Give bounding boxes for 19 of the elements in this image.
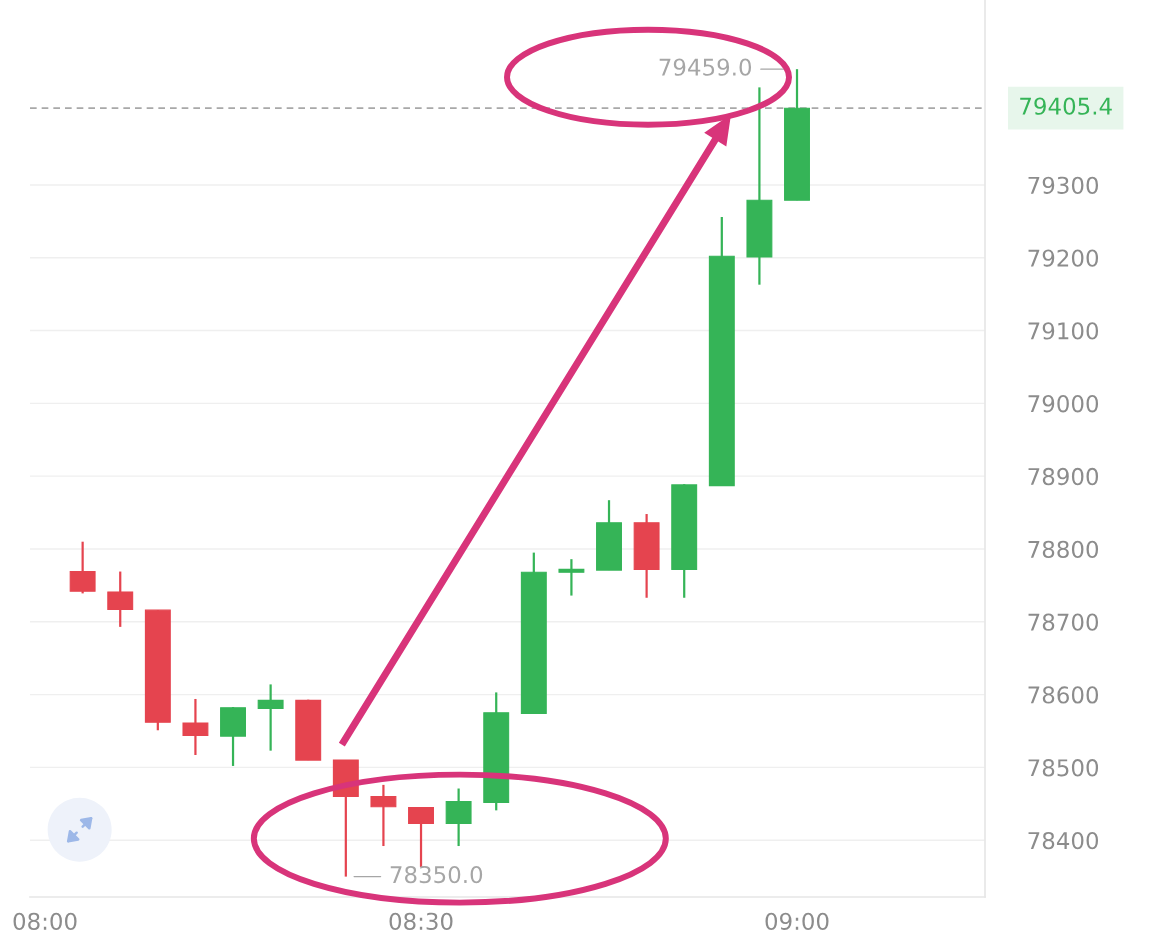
- annotation: 79459.0: [659, 58, 752, 76]
- y-tick-label: 78800: [1028, 540, 1099, 559]
- candlestick: [257, 683, 284, 752]
- y-tick-label: 79100: [1028, 322, 1099, 340]
- ref-line-label: 79405.4: [1020, 97, 1112, 115]
- y-tick-label: 79300: [1028, 176, 1099, 194]
- x-tick-label: 09:00: [765, 912, 829, 931]
- annotation: 78350.0: [390, 865, 483, 884]
- candlestick: [558, 558, 585, 597]
- x-tick-label: 08:00: [13, 912, 77, 931]
- y-tick-label: 78700: [1028, 613, 1099, 631]
- x-tick-label: 08:30: [389, 912, 453, 931]
- candlestick: [370, 783, 397, 848]
- y-tick-label: 78900: [1028, 467, 1099, 486]
- y-tick-label: 79200: [1028, 249, 1099, 267]
- y-tick-label: 78400: [1028, 831, 1099, 850]
- y-tick-label: 78500: [1028, 759, 1099, 777]
- y-tick-label: 78600: [1028, 686, 1099, 704]
- y-tick-label: 79000: [1028, 395, 1099, 413]
